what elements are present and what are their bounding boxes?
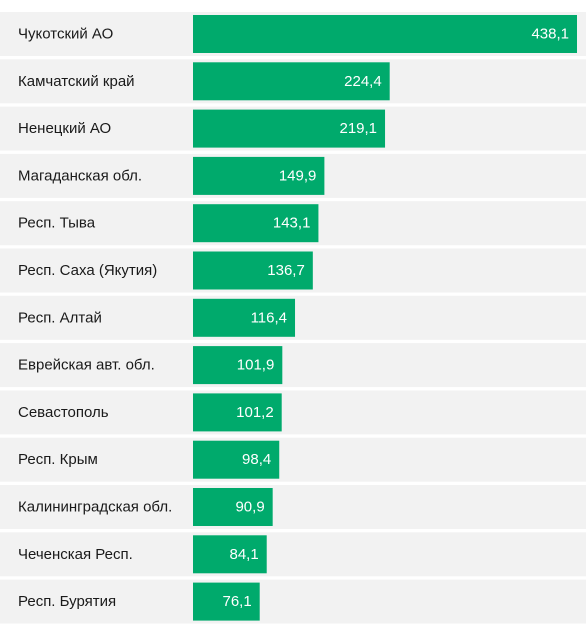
chart-rows: Чукотский АО 438,1 Камчатский край 224,4 Нен… — [0, 12, 586, 624]
row-background — [0, 485, 586, 529]
bar — [193, 346, 283, 385]
bar — [193, 156, 325, 195]
row-background — [0, 343, 586, 388]
bar — [193, 109, 386, 148]
category-label: Респ. Алтай — [18, 309, 102, 326]
value-label: 136,7 — [267, 262, 305, 279]
row-background — [0, 437, 586, 482]
bar — [193, 204, 319, 243]
value-label: 98,4 — [242, 451, 271, 468]
category-label: Чеченская Респ. — [18, 546, 133, 563]
bar — [193, 440, 280, 479]
row-background — [0, 579, 586, 624]
value-label: 143,1 — [273, 215, 311, 232]
bar — [193, 393, 282, 432]
value-label: 90,9 — [235, 499, 264, 516]
value-label: 116,4 — [251, 309, 287, 326]
value-label: 84,1 — [230, 546, 259, 563]
category-label: Респ. Бурятия — [18, 593, 116, 610]
category-label: Респ. Тыва — [18, 215, 96, 232]
value-label: 76,1 — [222, 593, 251, 610]
category-label: Чукотский АО — [18, 26, 113, 43]
bar — [193, 251, 313, 290]
row-background — [0, 532, 586, 577]
bar — [193, 488, 273, 526]
category-label: Магаданская обл. — [18, 167, 142, 184]
category-label: Ненецкий АО — [18, 120, 111, 137]
value-label: 101,9 — [237, 357, 275, 374]
category-label: Севастополь — [18, 404, 109, 421]
value-label: 438,1 — [531, 26, 569, 43]
bar — [193, 535, 267, 574]
category-label: Калининградская обл. — [18, 499, 172, 516]
category-label: Еврейская авт. обл. — [18, 357, 155, 374]
value-label: 219,1 — [339, 120, 377, 137]
value-label: 149,9 — [279, 167, 317, 184]
bar — [193, 582, 260, 621]
row-background — [0, 390, 586, 435]
value-label: 224,4 — [344, 73, 382, 90]
bar — [193, 15, 577, 53]
bar — [193, 62, 390, 101]
value-label: 101,2 — [236, 404, 274, 421]
category-label: Камчатский край — [18, 73, 135, 90]
category-label: Респ. Саха (Якутия) — [18, 262, 157, 279]
bar — [193, 298, 296, 337]
category-label: Респ. Крым — [18, 451, 98, 468]
